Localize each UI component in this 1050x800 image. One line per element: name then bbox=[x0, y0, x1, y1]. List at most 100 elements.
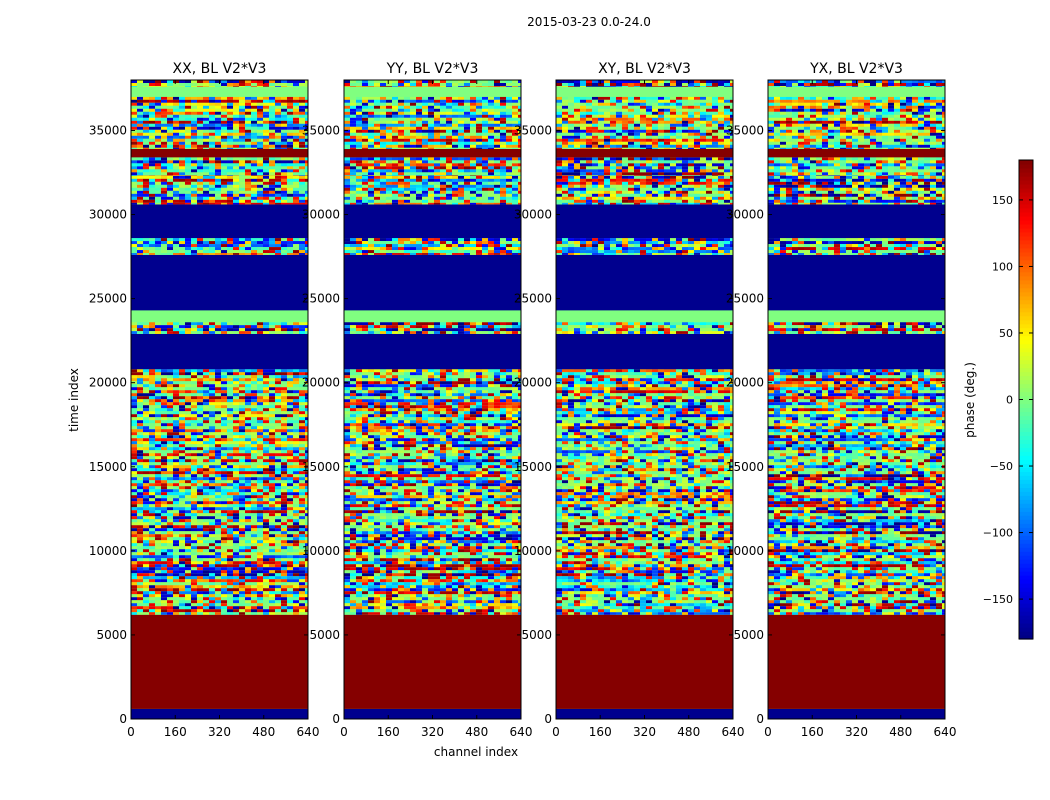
heatmap-cell bbox=[179, 114, 185, 118]
heatmap-cell bbox=[305, 537, 308, 541]
heatmap-cell bbox=[281, 498, 287, 502]
heatmap-cell bbox=[149, 573, 155, 577]
heatmap-cell bbox=[161, 163, 167, 167]
heatmap-cell bbox=[143, 80, 149, 83]
heatmap-cell bbox=[227, 429, 233, 433]
heatmap-cell bbox=[173, 375, 179, 379]
heatmap-cell bbox=[143, 111, 149, 115]
heatmap-cell bbox=[173, 105, 179, 109]
heatmap-cell bbox=[161, 489, 167, 493]
heatmap-cell bbox=[203, 510, 209, 514]
heatmap-cell bbox=[446, 438, 452, 442]
heatmap-cell bbox=[257, 157, 263, 161]
heatmap-cell bbox=[350, 456, 356, 460]
heatmap-cell bbox=[155, 393, 161, 397]
heatmap-cell bbox=[167, 573, 173, 577]
heatmap-cell bbox=[293, 585, 299, 589]
heatmap-cell bbox=[179, 163, 185, 167]
heatmap-cell bbox=[173, 483, 179, 487]
heatmap-cell bbox=[203, 591, 209, 595]
heatmap-cell bbox=[305, 328, 308, 332]
heatmap-cell bbox=[155, 375, 161, 379]
heatmap-cell bbox=[131, 117, 137, 121]
heatmap-cell bbox=[203, 564, 209, 568]
heatmap-cell bbox=[173, 411, 179, 415]
heatmap-cell bbox=[287, 573, 293, 577]
heatmap-cell bbox=[257, 588, 263, 592]
heatmap-cell bbox=[179, 516, 185, 520]
heatmap-cell bbox=[221, 135, 227, 139]
heatmap-cell bbox=[494, 429, 500, 433]
heatmap-cell bbox=[203, 444, 209, 448]
heatmap-cell bbox=[131, 468, 137, 472]
heatmap-cell bbox=[131, 510, 137, 514]
heatmap-cell bbox=[257, 423, 263, 427]
heatmap-cell bbox=[410, 396, 416, 400]
heatmap-cell bbox=[275, 546, 281, 550]
heatmap-cell bbox=[470, 426, 476, 430]
heatmap-cell bbox=[137, 453, 143, 457]
heatmap-cell bbox=[275, 423, 281, 427]
heatmap-cell bbox=[251, 480, 257, 484]
heatmap-cell bbox=[281, 582, 287, 586]
heatmap-cell bbox=[281, 531, 287, 535]
heatmap-cell bbox=[185, 429, 191, 433]
heatmap-cell bbox=[506, 396, 512, 400]
heatmap-cell bbox=[287, 408, 293, 412]
heatmap-cell bbox=[239, 564, 245, 568]
heatmap-cell bbox=[191, 393, 197, 397]
heatmap-cell bbox=[386, 456, 392, 460]
heatmap-cell bbox=[185, 196, 191, 200]
heatmap-cell bbox=[209, 160, 215, 164]
heatmap-cell bbox=[197, 552, 203, 556]
heatmap-cell bbox=[299, 390, 305, 394]
heatmap-cell bbox=[215, 184, 221, 188]
heatmap-cell bbox=[155, 459, 161, 463]
heatmap-cell bbox=[506, 444, 512, 448]
heatmap-cell bbox=[185, 384, 191, 388]
heatmap-cell bbox=[416, 435, 422, 439]
heatmap-cell bbox=[410, 381, 416, 385]
heatmap-cell bbox=[482, 468, 488, 472]
heatmap-cell bbox=[275, 187, 281, 191]
heatmap-cell bbox=[191, 244, 197, 248]
heatmap-cell bbox=[155, 582, 161, 586]
heatmap-cell bbox=[185, 417, 191, 421]
heatmap-cell bbox=[482, 438, 488, 442]
heatmap-cell bbox=[131, 501, 137, 505]
heatmap-cell bbox=[161, 238, 167, 242]
heatmap-cell bbox=[143, 429, 149, 433]
heatmap-cell bbox=[155, 190, 161, 194]
heatmap-cell bbox=[356, 411, 362, 415]
heatmap-cell bbox=[191, 612, 197, 615]
heatmap-cell bbox=[161, 534, 167, 538]
heatmap-cell bbox=[293, 238, 299, 242]
heatmap-cell bbox=[299, 600, 305, 604]
heatmap-cell bbox=[137, 585, 143, 589]
heatmap-cell bbox=[137, 468, 143, 472]
heatmap-cell bbox=[275, 435, 281, 439]
heatmap-cell bbox=[305, 322, 308, 326]
heatmap-cell bbox=[185, 474, 191, 478]
heatmap-cell bbox=[251, 429, 257, 433]
heatmap-cell bbox=[251, 561, 257, 565]
heatmap-cell bbox=[179, 429, 185, 433]
heatmap-cell bbox=[233, 141, 239, 145]
heatmap-cell bbox=[191, 253, 197, 255]
heatmap-cell bbox=[257, 609, 263, 613]
heatmap-cell bbox=[269, 241, 275, 245]
heatmap-cell bbox=[368, 447, 374, 451]
heatmap-cell bbox=[287, 456, 293, 460]
heatmap-cell bbox=[422, 444, 428, 448]
heatmap-cell bbox=[440, 438, 446, 442]
heatmap-cell bbox=[131, 408, 137, 412]
heatmap-cell bbox=[233, 573, 239, 577]
heatmap-cell bbox=[167, 111, 173, 115]
heatmap-cell bbox=[203, 138, 209, 142]
heatmap-cell bbox=[167, 250, 173, 254]
heatmap-cell bbox=[167, 540, 173, 544]
heatmap-cell bbox=[143, 253, 149, 255]
heatmap-cell bbox=[179, 250, 185, 254]
heatmap-cell bbox=[458, 444, 464, 448]
figure-suptitle: 2015-03-23 0.0-24.0 bbox=[527, 15, 651, 29]
